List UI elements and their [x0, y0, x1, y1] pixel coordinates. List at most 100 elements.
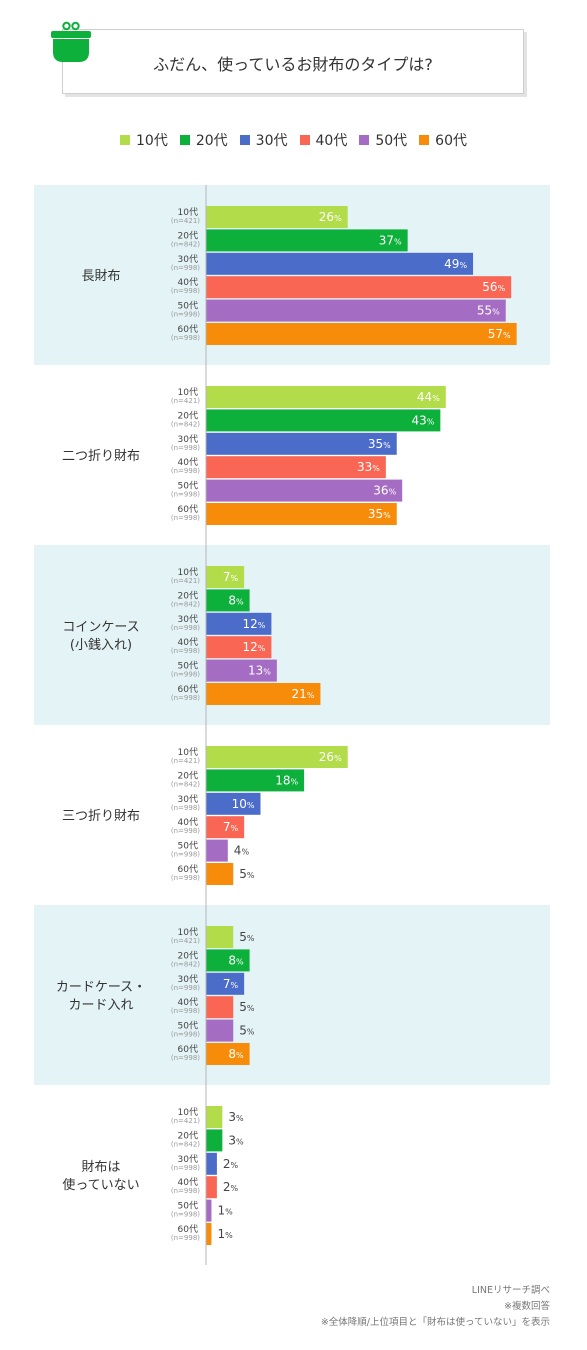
category-label: 長財布 — [81, 269, 120, 284]
value-label: 57% — [488, 327, 511, 341]
bar — [206, 792, 261, 815]
sample-size-label: (n=421) — [171, 397, 200, 405]
sample-size-label: (n=998) — [171, 264, 200, 272]
value-label: 12% — [243, 617, 266, 631]
series-label: 40代 — [178, 637, 198, 648]
value-label: 5% — [239, 930, 255, 944]
bar — [206, 299, 506, 322]
series-label: 50代 — [178, 661, 198, 672]
series-label: 20代 — [178, 230, 198, 241]
sample-size-label: (n=998) — [171, 804, 200, 812]
series-label: 50代 — [178, 1021, 198, 1032]
sample-size-label: (n=998) — [171, 624, 200, 632]
series-label: 20代 — [178, 590, 198, 601]
legend-swatch — [299, 135, 310, 145]
category-label: 三つ折り財布 — [62, 809, 140, 824]
series-label: 20代 — [178, 1130, 198, 1141]
sample-size-label: (n=842) — [171, 600, 200, 608]
category-panel — [34, 905, 550, 1085]
value-label: 55% — [477, 304, 500, 318]
bar — [206, 816, 245, 839]
bar — [206, 1199, 212, 1222]
sample-size-label: (n=998) — [171, 1007, 200, 1015]
value-label: 7% — [223, 820, 239, 834]
series-label: 20代 — [178, 950, 198, 961]
bar — [206, 1129, 223, 1152]
sample-size-label: (n=998) — [171, 1211, 200, 1219]
sample-size-label: (n=998) — [171, 334, 200, 342]
sample-size-label: (n=842) — [171, 1140, 200, 1148]
sample-size-label: (n=421) — [171, 577, 200, 585]
series-label: 20代 — [178, 770, 198, 781]
category-label: (小銭入れ) — [70, 638, 132, 653]
legend-label: 60代 — [435, 133, 467, 149]
series-label: 10代 — [178, 747, 198, 758]
chart-title: ふだん、使っているお財布のタイプは? — [153, 55, 433, 74]
value-label: 13% — [248, 664, 271, 678]
bar — [206, 566, 245, 588]
sample-size-label: (n=998) — [171, 467, 200, 475]
sample-size-label: (n=998) — [171, 1234, 200, 1242]
sample-size-label: (n=998) — [171, 491, 200, 499]
bar — [206, 432, 397, 455]
series-label: 60代 — [178, 864, 198, 875]
bar — [206, 276, 512, 299]
series-label: 40代 — [178, 997, 198, 1008]
legend-swatch — [359, 135, 370, 145]
series-label: 50代 — [178, 481, 198, 492]
series-label: 30代 — [178, 434, 198, 445]
sample-size-label: (n=998) — [171, 1054, 200, 1062]
series-label: 40代 — [178, 277, 198, 288]
bar — [206, 503, 397, 525]
legend-label: 40代 — [315, 133, 348, 149]
bar — [206, 949, 250, 972]
sample-size-label: (n=998) — [171, 647, 200, 655]
series-label: 60代 — [178, 1044, 198, 1055]
series-label: 10代 — [178, 927, 198, 938]
category-label: 二つ折り財布 — [62, 449, 140, 464]
series-label: 10代 — [178, 1107, 198, 1118]
value-label: 2% — [223, 1180, 239, 1194]
sample-size-label: (n=421) — [171, 757, 200, 765]
value-label: 35% — [368, 507, 391, 521]
value-label: 3% — [228, 1133, 244, 1147]
bar — [206, 252, 474, 275]
sample-size-label: (n=998) — [171, 514, 200, 522]
value-label: 49% — [444, 257, 467, 271]
series-label: 50代 — [178, 301, 198, 312]
title-box: ふだん、使っているお財布のタイプは? — [62, 29, 524, 94]
legend-label: 30代 — [255, 133, 288, 149]
value-label: 56% — [482, 280, 505, 294]
series-label: 20代 — [178, 410, 198, 421]
value-label: 5% — [239, 867, 255, 881]
order-note: ※全体降順/上位項目と「財布は使っていない」を表示 — [320, 1317, 550, 1328]
series-label: 50代 — [178, 1201, 198, 1212]
series-label: 40代 — [178, 1177, 198, 1188]
legend-label: 10代 — [136, 133, 168, 149]
sample-size-label: (n=998) — [171, 287, 200, 295]
value-label: 26% — [319, 210, 342, 224]
bar — [206, 386, 446, 408]
sample-size-label: (n=421) — [171, 937, 200, 945]
category-label: コインケース — [62, 620, 139, 635]
sample-size-label: (n=998) — [171, 851, 200, 859]
bar — [206, 479, 403, 502]
sample-size-label: (n=998) — [171, 444, 200, 452]
bar — [206, 1223, 212, 1245]
legend-item: 60代 — [419, 130, 467, 150]
value-label: 26% — [319, 750, 342, 764]
category-label: カードケース・ — [56, 980, 146, 995]
bar — [206, 409, 441, 432]
value-label: 8% — [228, 593, 244, 607]
series-label: 30代 — [178, 974, 198, 985]
sample-size-label: (n=842) — [171, 780, 200, 788]
value-label: 7% — [223, 977, 239, 991]
sample-size-label: (n=842) — [171, 420, 200, 428]
bar — [206, 926, 234, 948]
value-label: 8% — [228, 953, 244, 967]
bar — [206, 612, 272, 635]
series-label: 10代 — [178, 207, 198, 218]
value-label: 12% — [243, 640, 266, 654]
bar — [206, 1106, 223, 1128]
value-label: 1% — [217, 1227, 233, 1241]
